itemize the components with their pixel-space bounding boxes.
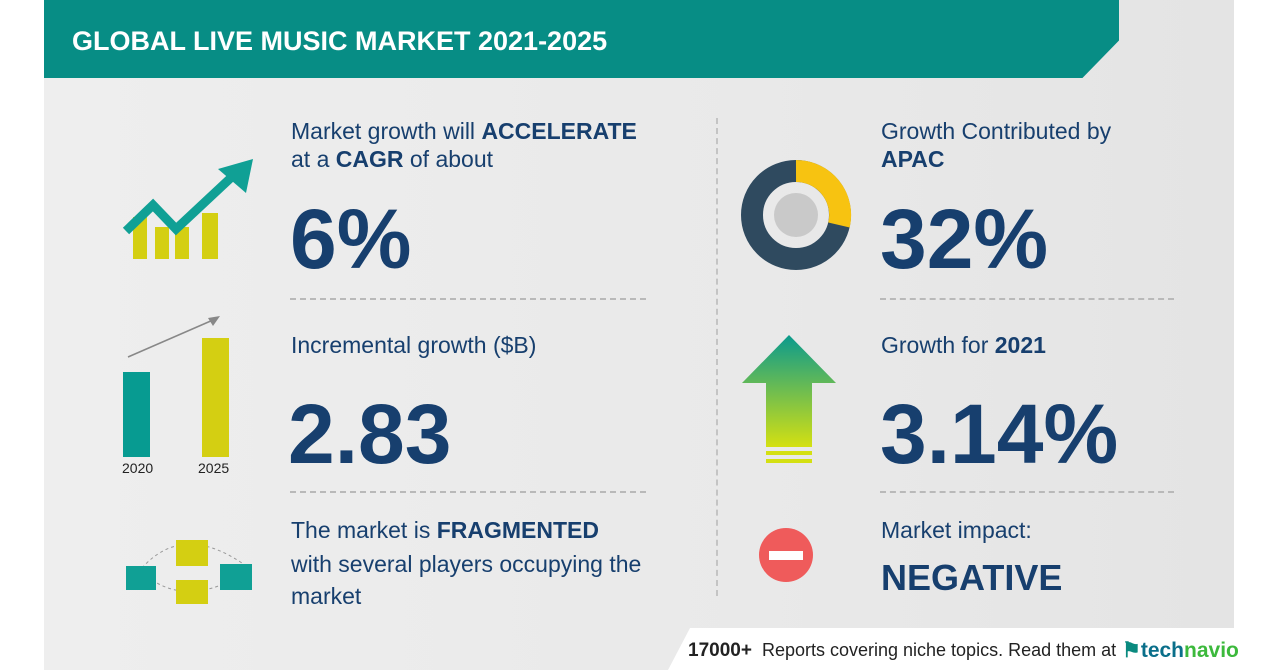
year-2025-label: 2025 — [198, 460, 230, 476]
incremental-label: Incremental growth ($B) — [291, 332, 537, 358]
up-arrow-icon — [742, 335, 836, 463]
footer-bar — [668, 628, 1234, 670]
cagr-text-line1: Market growth will ACCELERATE — [291, 118, 637, 144]
buildings-network-icon — [126, 540, 252, 604]
impact-label: Market impact: — [881, 517, 1032, 543]
divider — [880, 491, 1174, 493]
cagr-value: 6% — [290, 192, 412, 286]
incremental-value: 2.83 — [288, 387, 452, 481]
apac-value: 32% — [880, 192, 1049, 286]
cagr-text-line2: at a CAGR of about — [291, 146, 494, 172]
year-2020-label: 2020 — [122, 460, 154, 476]
divider — [880, 298, 1174, 300]
fragmented-line3: market — [291, 583, 362, 609]
vertical-divider — [716, 118, 718, 596]
fragmented-line2: with several players occupying the — [291, 551, 642, 577]
growth-chart-icon — [122, 159, 253, 259]
minus-circle-icon — [759, 528, 813, 582]
apac-label-line1: Growth Contributed by — [881, 118, 1112, 144]
header-banner — [44, 0, 1119, 78]
footer-text: 17000+ Reports covering niche topics. Re… — [688, 640, 1117, 661]
bar-comparison-icon — [123, 316, 229, 457]
divider — [290, 491, 646, 493]
growth-2021-value: 3.14% — [880, 387, 1119, 481]
background-panel — [44, 0, 1234, 670]
page-title: GLOBAL LIVE MUSIC MARKET 2021-2025 — [72, 26, 608, 56]
divider — [290, 298, 646, 300]
donut-chart-icon — [741, 160, 852, 270]
fragmented-line1: The market is FRAGMENTED — [291, 517, 599, 543]
apac-label-line2: APAC — [881, 146, 945, 172]
impact-value: NEGATIVE — [881, 557, 1063, 598]
growth-2021-label: Growth for 2021 — [881, 332, 1046, 358]
technavio-logo[interactable]: ⚑technavio — [1122, 639, 1239, 662]
